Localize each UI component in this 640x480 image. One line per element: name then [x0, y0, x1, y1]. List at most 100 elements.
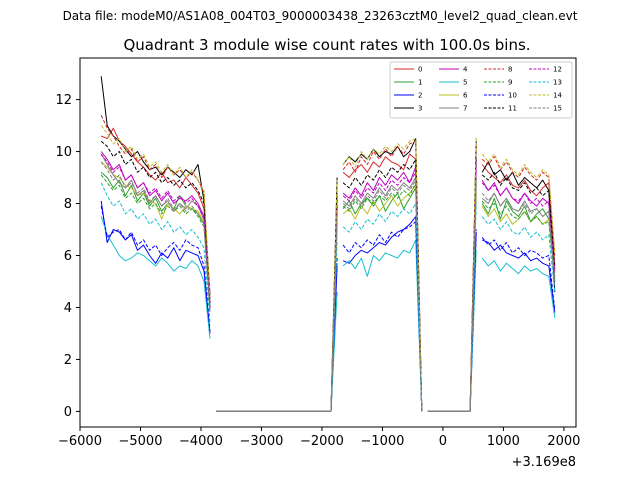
series-15-segment-3	[342, 179, 423, 412]
series-9-segment-1	[100, 174, 211, 313]
legend-label-15: 15	[553, 105, 562, 113]
legend-label-10: 10	[508, 92, 517, 100]
x-tick-label: 2000	[547, 434, 580, 449]
series-12-segment-1	[100, 153, 211, 308]
series-12-segment-3	[342, 171, 423, 412]
x-tick-label: 1000	[487, 434, 520, 449]
series-8-segment-1	[100, 114, 211, 300]
series-6-segment-1	[100, 161, 211, 311]
legend-label-5: 5	[463, 79, 467, 87]
series-7-segment-2	[216, 213, 338, 412]
x-tick-label: −4000	[179, 434, 223, 449]
series-5-segment-3	[342, 239, 423, 412]
series-3-segment-4	[427, 141, 477, 412]
series-9-segment-4	[427, 185, 477, 412]
series-8-segment-4	[427, 143, 477, 412]
series-6-segment-4	[427, 193, 477, 412]
series-2-segment-5	[482, 239, 556, 313]
legend-label-13: 13	[553, 79, 562, 87]
x-tick-label: −6000	[58, 434, 102, 449]
series-2-segment-4	[427, 232, 477, 412]
series-13-segment-1	[100, 182, 211, 324]
series-5-segment-2	[216, 291, 338, 412]
legend-label-6: 6	[463, 92, 468, 100]
x-tick-label: 0	[439, 434, 447, 449]
series-15-segment-4	[427, 177, 477, 412]
legend-label-3: 3	[418, 105, 422, 113]
x-tick-label: −3000	[239, 434, 283, 449]
series-12-segment-4	[427, 167, 477, 412]
legend-label-7: 7	[463, 105, 467, 113]
x-offset-label: +3.169e8	[512, 455, 576, 470]
series-8-segment-2	[216, 185, 338, 412]
series-4-segment-4	[427, 159, 477, 412]
series-9-segment-3	[342, 182, 423, 412]
series-1-segment-3	[342, 187, 423, 412]
y-tick-label: 6	[64, 249, 72, 264]
series-2-segment-1	[100, 200, 211, 334]
series-2-segment-2	[216, 265, 338, 412]
y-axis-ticks: 0 2 4 6 8 10 12	[55, 93, 80, 420]
y-tick-label: 8	[64, 197, 72, 212]
series-7-segment-5	[481, 192, 556, 282]
chart-title: Quadrant 3 module wise count rates with …	[123, 36, 530, 54]
legend-label-4: 4	[463, 66, 468, 74]
series-0-segment-4	[427, 146, 477, 412]
series-4-segment-1	[100, 151, 211, 308]
series-11-segment-2	[216, 195, 338, 412]
series-4-segment-2	[216, 206, 338, 412]
series-14-segment-1	[100, 125, 211, 298]
plot-frame	[79, 57, 577, 428]
legend-label-0: 0	[418, 66, 422, 74]
series-1-segment-5	[481, 197, 556, 277]
series-12-segment-2	[216, 208, 338, 412]
x-tick-label: −1000	[360, 434, 404, 449]
series-6-segment-2	[216, 229, 338, 412]
series-12-segment-5	[481, 182, 556, 274]
series-3-segment-3	[342, 138, 423, 412]
y-tick-label: 4	[64, 301, 72, 316]
series-5-segment-1	[100, 216, 211, 339]
series-10-segment-5	[481, 236, 556, 311]
series-13-segment-3	[342, 203, 423, 412]
series-13-segment-2	[216, 239, 338, 412]
legend-label-14: 14	[553, 92, 562, 100]
series-14-segment-4	[427, 135, 477, 412]
series-3-segment-2	[216, 177, 338, 412]
series-15-segment-1	[100, 161, 211, 311]
x-tick-label: −5000	[118, 434, 162, 449]
y-tick-label: 12	[55, 93, 72, 108]
series-13-segment-5	[481, 216, 556, 292]
series-4-segment-5	[481, 179, 556, 272]
series-7-segment-4	[427, 182, 477, 412]
legend-box	[389, 61, 573, 119]
series-10-segment-3	[342, 221, 423, 412]
series-6-segment-3	[342, 184, 423, 412]
legend-label-11: 11	[508, 105, 517, 113]
series-9-segment-2	[216, 219, 338, 412]
series-0-segment-3	[342, 153, 423, 412]
series-0-segment-2	[216, 193, 338, 412]
series-11-segment-1	[100, 140, 211, 303]
series-lines	[100, 76, 556, 412]
chart-suptitle: Data file: modeM0/AS1A08_004T03_90000034…	[63, 9, 578, 23]
series-8-segment-5	[481, 156, 556, 256]
series-0-segment-5	[481, 164, 556, 266]
series-1-segment-4	[427, 177, 477, 412]
series-15-segment-2	[216, 216, 338, 412]
series-10-segment-1	[100, 206, 211, 331]
legend-label-1: 1	[418, 79, 422, 87]
legend-label-2: 2	[418, 92, 422, 100]
series-14-segment-2	[216, 180, 338, 412]
series-15-segment-5	[481, 192, 556, 279]
x-axis-ticks: −6000 −5000 −4000 −3000 −2000 −1000 0 1000 2000	[58, 427, 580, 449]
series-13-segment-4	[427, 203, 477, 412]
series-2-segment-3	[342, 216, 423, 412]
series-9-segment-5	[481, 200, 556, 282]
series-3-segment-1	[100, 76, 211, 295]
series-11-segment-4	[427, 156, 477, 412]
series-14-segment-5	[481, 153, 556, 253]
series-4-segment-3	[342, 166, 423, 412]
